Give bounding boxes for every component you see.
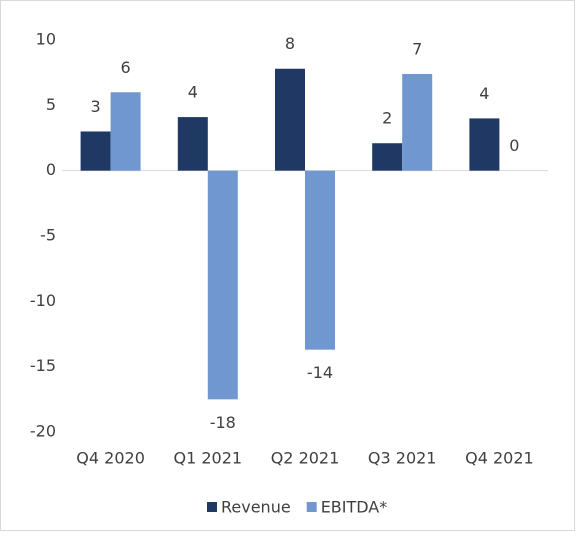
bar: [207, 170, 238, 400]
data-label: 0: [509, 136, 519, 155]
bar: [305, 170, 335, 350]
legend-swatch: [207, 502, 217, 512]
bar: [469, 118, 500, 171]
y-tick-label: -15: [30, 356, 56, 375]
y-tick-label: -20: [30, 422, 56, 441]
bar: [80, 131, 111, 171]
data-label: -14: [307, 363, 333, 382]
y-tick-label: 10: [36, 30, 56, 49]
bar: [110, 92, 141, 171]
data-label: 8: [285, 34, 295, 53]
y-tick-label: 5: [46, 95, 56, 114]
x-tick-label: Q4 2020: [76, 449, 145, 468]
data-label: 7: [412, 39, 422, 58]
data-label: 3: [91, 97, 101, 116]
x-tick-label: Q1 2021: [174, 449, 243, 468]
x-tick-label: Q4 2021: [465, 449, 534, 468]
x-tick-label: Q3 2021: [368, 449, 437, 468]
bar: [372, 143, 403, 171]
y-tick-label: 0: [46, 160, 56, 179]
y-tick-label: -5: [40, 226, 56, 245]
bar: [275, 68, 305, 171]
legend-label: EBITDA*: [321, 498, 388, 517]
legend-label: Revenue: [221, 498, 291, 517]
bar: [177, 117, 208, 171]
y-tick-label: -10: [30, 291, 56, 310]
legend-swatch: [306, 502, 317, 512]
data-label: 6: [121, 58, 131, 77]
x-tick-label: Q2 2021: [271, 449, 340, 468]
data-label: -18: [210, 413, 236, 432]
bar: [402, 73, 433, 171]
data-label: 4: [188, 83, 198, 102]
data-label: 4: [479, 84, 489, 103]
data-label: 2: [382, 109, 392, 128]
